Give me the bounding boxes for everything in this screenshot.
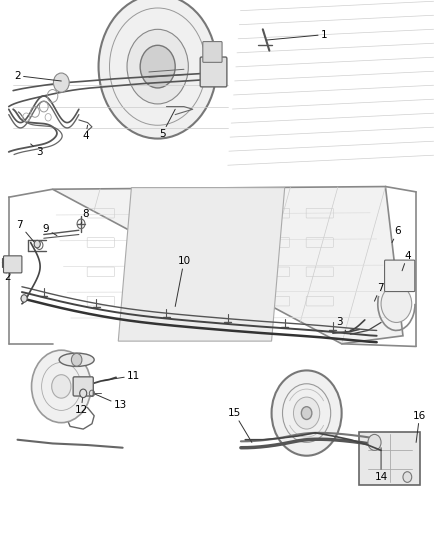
Text: 5: 5 <box>159 109 175 139</box>
Circle shape <box>272 370 342 456</box>
Text: 4: 4 <box>402 251 411 271</box>
Circle shape <box>293 397 320 429</box>
Text: 1: 1 <box>267 30 328 40</box>
Text: 3: 3 <box>31 144 43 157</box>
Circle shape <box>32 350 91 423</box>
Circle shape <box>403 472 412 482</box>
Text: 9: 9 <box>42 224 57 236</box>
Text: 10: 10 <box>175 256 191 306</box>
Text: 15: 15 <box>228 408 252 442</box>
Circle shape <box>381 285 412 322</box>
Text: 7: 7 <box>374 283 384 301</box>
Circle shape <box>53 73 69 92</box>
Text: 2: 2 <box>4 264 11 282</box>
Ellipse shape <box>59 353 94 367</box>
Circle shape <box>52 375 71 398</box>
Text: 6: 6 <box>392 227 401 243</box>
Circle shape <box>368 434 381 450</box>
Polygon shape <box>359 432 420 485</box>
Text: 7: 7 <box>16 220 36 244</box>
Text: 12: 12 <box>74 393 88 415</box>
FancyBboxPatch shape <box>200 57 227 87</box>
Circle shape <box>71 353 82 366</box>
FancyBboxPatch shape <box>385 260 415 292</box>
Text: 8: 8 <box>81 209 89 224</box>
Text: 3: 3 <box>336 318 346 332</box>
FancyBboxPatch shape <box>0 0 438 179</box>
Circle shape <box>301 407 312 419</box>
Text: 13: 13 <box>93 393 127 410</box>
Text: 16: 16 <box>413 411 426 442</box>
Circle shape <box>99 0 217 139</box>
Polygon shape <box>53 187 403 344</box>
Text: 4: 4 <box>82 125 89 141</box>
Circle shape <box>140 45 175 88</box>
Circle shape <box>21 295 27 302</box>
Circle shape <box>127 29 188 104</box>
Circle shape <box>80 389 87 398</box>
FancyBboxPatch shape <box>73 377 93 396</box>
Text: 11: 11 <box>103 371 140 381</box>
Circle shape <box>34 240 40 248</box>
FancyBboxPatch shape <box>4 256 22 273</box>
FancyBboxPatch shape <box>203 42 222 62</box>
Text: 14: 14 <box>374 448 388 482</box>
Polygon shape <box>118 188 285 341</box>
Text: 2: 2 <box>14 71 61 81</box>
